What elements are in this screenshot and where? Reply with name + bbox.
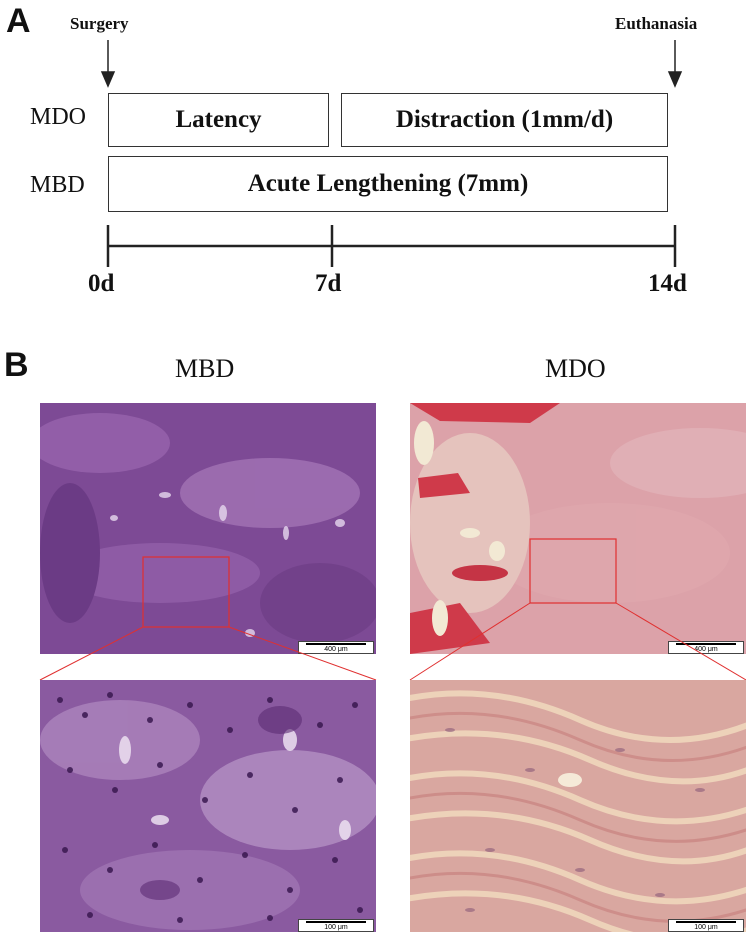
mdo-high-mag-image: 100 μm bbox=[410, 680, 746, 932]
mbd-high-scale-label: 100 μm bbox=[324, 923, 348, 931]
column-title-mdo: MDO bbox=[545, 354, 606, 383]
mdo-low-scalebar: 400 μm bbox=[668, 641, 744, 654]
tick-label-0d: 0d bbox=[88, 270, 115, 297]
mbd-high-mag-image: 100 μm bbox=[40, 680, 376, 932]
mbd-low-mag-image: 400 μm bbox=[40, 403, 376, 654]
panel-a-letter: A bbox=[6, 2, 31, 40]
mdo-connector-right bbox=[615, 602, 746, 681]
mdo-connector-left bbox=[409, 602, 531, 681]
phase-acute-lengthening: Acute Lengthening (7mm) bbox=[108, 156, 668, 212]
mdo-inset-box bbox=[529, 538, 617, 604]
euthanasia-label: Euthanasia bbox=[615, 14, 698, 33]
phase-latency: Latency bbox=[108, 93, 329, 147]
mdo-high-scale-label: 100 μm bbox=[694, 923, 718, 931]
zoom-connectors bbox=[39, 602, 746, 681]
mdo-high-scalebar-line bbox=[676, 920, 736, 923]
mbd-connector-right bbox=[228, 626, 377, 681]
euthanasia-arrow-head bbox=[667, 71, 683, 88]
mbd-high-scalebar-line bbox=[306, 920, 366, 923]
mbd-low-scale-label: 400 μm bbox=[324, 645, 348, 653]
mbd-low-scalebar: 400 μm bbox=[298, 641, 374, 654]
mbd-low-scalebar-line bbox=[306, 642, 366, 645]
phase-distraction: Distraction (1mm/d) bbox=[341, 93, 668, 147]
mbd-inset-box bbox=[142, 556, 230, 628]
column-title-mbd: MBD bbox=[175, 354, 235, 383]
row-label-mbd: MBD bbox=[30, 172, 85, 198]
mbd-high-scalebar: 100 μm bbox=[298, 919, 374, 932]
timeline-axis bbox=[106, 225, 677, 267]
phase-distraction-label: Distraction (1mm/d) bbox=[395, 106, 614, 133]
mdo-high-scalebar: 100 μm bbox=[668, 919, 744, 932]
phase-latency-label: Latency bbox=[175, 106, 262, 133]
tick-label-7d: 7d bbox=[315, 270, 342, 297]
surgery-label: Surgery bbox=[70, 14, 129, 33]
mbd-connector-left bbox=[39, 626, 144, 681]
phase-acute-lengthening-label: Acute Lengthening (7mm) bbox=[247, 170, 529, 197]
row-label-mdo: MDO bbox=[30, 104, 87, 130]
surgery-arrow-head bbox=[100, 71, 116, 88]
panel-b-letter: B bbox=[4, 346, 29, 384]
mdo-low-scale-label: 400 μm bbox=[694, 645, 718, 653]
tick-label-14d: 14d bbox=[648, 270, 687, 297]
mdo-low-mag-image: 400 μm bbox=[410, 403, 746, 654]
mdo-low-scalebar-line bbox=[676, 642, 736, 645]
event-arrows bbox=[100, 40, 683, 88]
